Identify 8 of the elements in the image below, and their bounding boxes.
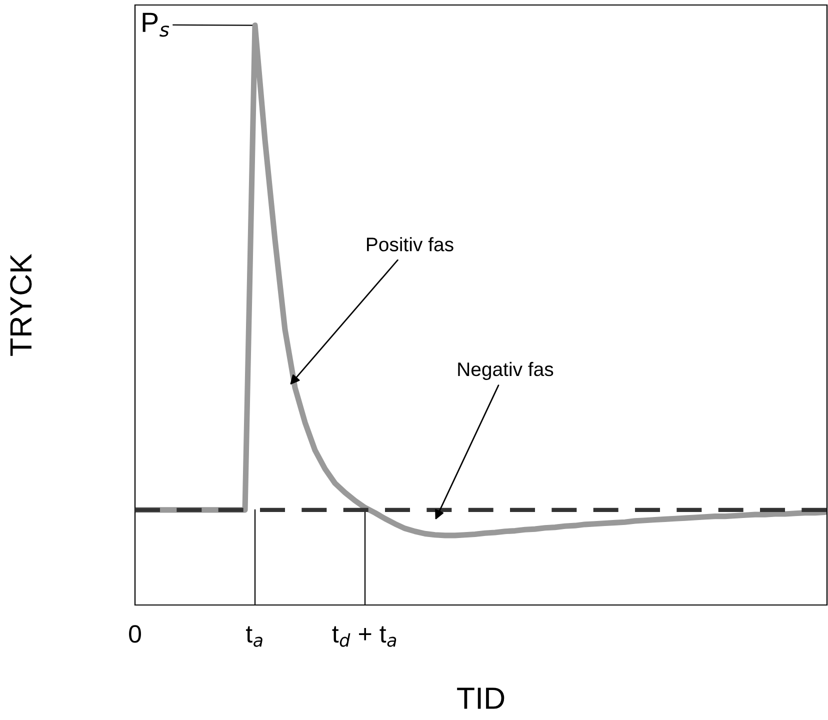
annotation: Positiv fas: [367, 237, 454, 252]
y-axis-title: TRYCK: [10, 254, 32, 356]
x-axis-title: TID: [457, 688, 504, 709]
x-tick-label: t$_{a}$: [246, 626, 262, 647]
annotation: P$_{s}$: [142, 12, 170, 37]
annotation: Negativ fas: [458, 362, 554, 380]
x-tick-label: t$_{d}$ + t$_{a}$: [332, 626, 396, 647]
x-tick-label: 0: [129, 625, 141, 643]
